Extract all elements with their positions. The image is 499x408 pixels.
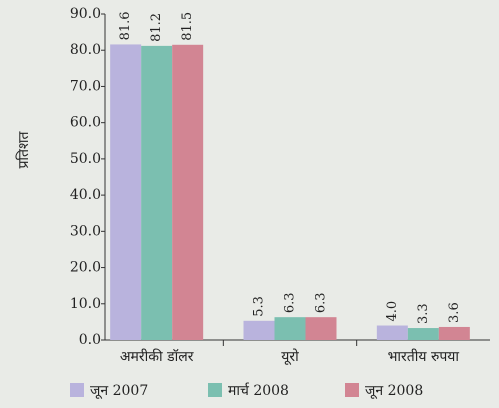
- y-tick-label: 40.0: [70, 187, 101, 203]
- value-label: 3.6: [447, 302, 462, 323]
- legend-swatch: [208, 383, 222, 397]
- bar: [305, 317, 337, 340]
- y-tick-label: 90.0: [70, 6, 101, 22]
- x-tick-label: अमरीकी डॉलर: [120, 348, 194, 365]
- y-tick-label: 80.0: [70, 42, 101, 58]
- legend-swatch: [345, 383, 359, 397]
- bar: [243, 320, 275, 340]
- y-tick-label: 30.0: [70, 223, 101, 239]
- x-tick-label: यूरो: [281, 348, 299, 365]
- value-label: 3.3: [416, 303, 431, 324]
- value-label: 81.5: [180, 12, 195, 41]
- value-label: 6.3: [314, 292, 329, 313]
- x-tick-label: भारतीय रुपया: [388, 348, 460, 365]
- y-tick-label: 70.0: [70, 78, 101, 94]
- value-label: 81.2: [149, 13, 164, 42]
- bar: [172, 44, 204, 341]
- y-tick-label: 0.0: [79, 332, 101, 348]
- bar: [274, 317, 306, 340]
- y-tick-label: 10.0: [70, 296, 101, 312]
- value-label: 4.0: [385, 301, 400, 322]
- y-tick-label: 50.0: [70, 151, 101, 167]
- y-tick-label: 20.0: [70, 260, 101, 276]
- legend-label: मार्च 2008: [228, 382, 289, 399]
- y-axis-label: प्रतिशत: [15, 130, 32, 168]
- legend-label: जून 2008: [365, 383, 423, 399]
- bar: [407, 328, 439, 340]
- value-label: 5.3: [252, 296, 267, 317]
- bar: [376, 325, 408, 340]
- y-tick-label: 60.0: [70, 115, 101, 131]
- bar: [438, 326, 470, 340]
- bar: [141, 45, 173, 341]
- legend-label: जून 2007: [90, 383, 148, 399]
- bar: [110, 44, 142, 340]
- value-label: 6.3: [283, 292, 298, 313]
- value-label: 81.6: [118, 11, 133, 40]
- legend-swatch: [70, 383, 84, 397]
